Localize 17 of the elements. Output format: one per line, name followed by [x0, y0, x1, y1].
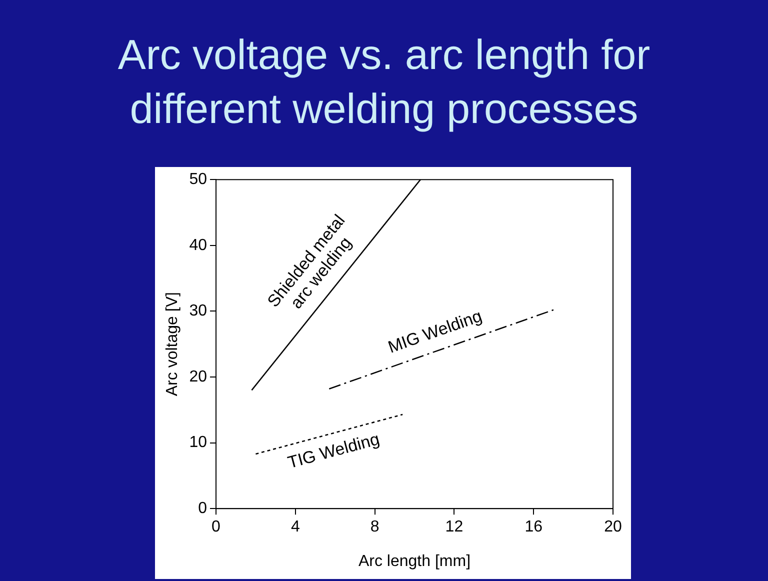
x-tick-label: 20: [604, 518, 622, 536]
x-axis-title: Arc length [mm]: [358, 552, 471, 570]
x-tick-label: 12: [445, 518, 464, 536]
y-tick-label: 30: [189, 302, 208, 320]
x-tick-label: 8: [370, 518, 380, 536]
x-tick-label: 0: [212, 518, 221, 536]
y-tick-label: 10: [189, 434, 208, 452]
y-tick-label: 50: [189, 171, 208, 188]
y-tick-label: 0: [198, 500, 208, 518]
text: TIG Welding: [286, 429, 382, 472]
y-tick-label: 40: [189, 236, 208, 254]
chart-title: Arc voltage vs. arc length for different welding processes: [116, 30, 652, 134]
y-axis-title: Arc voltage [V]: [164, 292, 182, 396]
text: MIG Welding: [386, 306, 484, 357]
x-tick-label: 4: [290, 518, 300, 536]
y-tick-label: 20: [189, 368, 208, 386]
x-tick-label: 16: [524, 518, 543, 536]
